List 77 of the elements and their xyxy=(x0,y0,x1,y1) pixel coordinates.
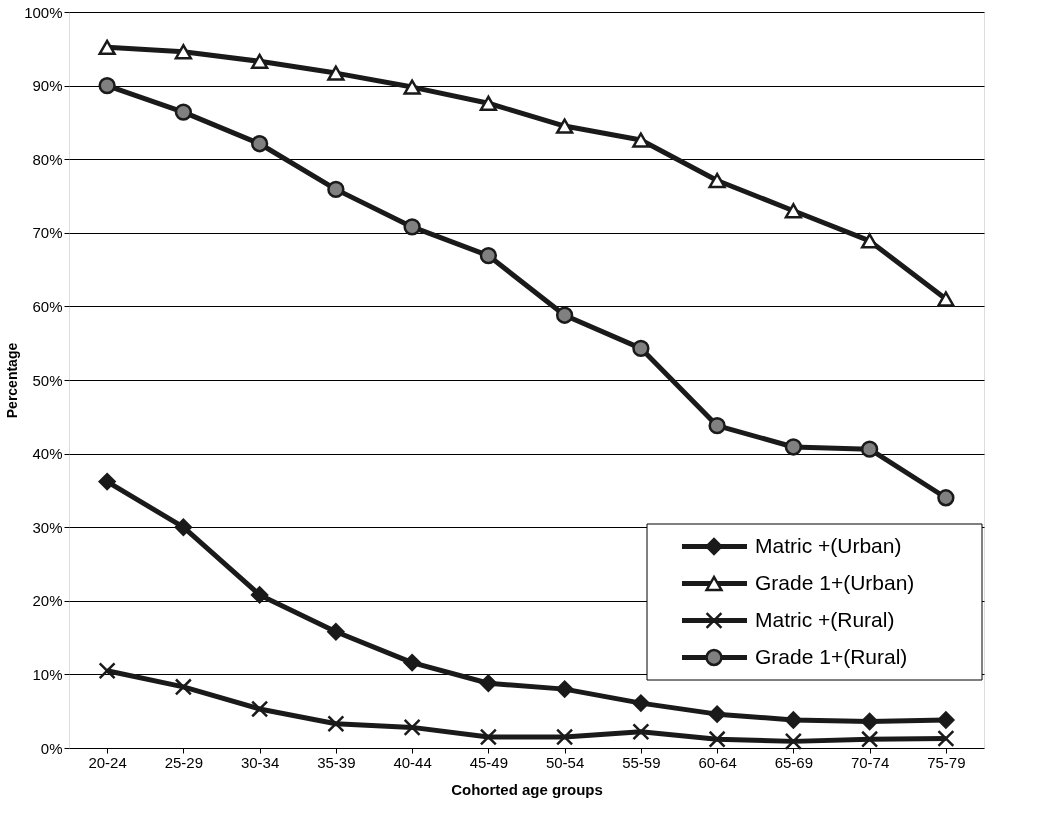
point xyxy=(708,705,726,723)
y-tick-label: 40% xyxy=(32,445,63,463)
x-tick-label: 70-74 xyxy=(850,753,890,771)
x-tick-label: 45-49 xyxy=(469,753,509,771)
legend-label: Grade 1+(Rural) xyxy=(755,644,908,668)
point xyxy=(403,218,421,236)
x-axis-title: Cohorted age groups xyxy=(451,780,603,798)
x-tick-label: 40-44 xyxy=(393,753,432,771)
legend-label: Matric +(Rural) xyxy=(755,607,895,631)
legend-label: Matric +(Urban) xyxy=(755,533,902,557)
y-tick-label: 60% xyxy=(32,297,63,315)
y-axis-title: Percentage xyxy=(4,342,21,419)
point xyxy=(174,678,193,696)
point xyxy=(784,438,803,456)
point xyxy=(860,712,879,731)
x-tick-label: 25-29 xyxy=(164,753,204,771)
x-tick-label: 30-34 xyxy=(240,753,280,771)
point xyxy=(403,718,421,737)
point xyxy=(98,39,116,55)
point xyxy=(784,203,803,219)
point xyxy=(98,472,116,491)
y-tick-label: 80% xyxy=(32,150,63,168)
point xyxy=(98,76,116,95)
y-tick-label: 0% xyxy=(40,739,63,757)
point xyxy=(327,180,345,199)
point xyxy=(98,662,116,680)
x-tick-label: 50-54 xyxy=(545,753,585,771)
y-tick-label: 10% xyxy=(32,665,63,683)
y-tick-label: 90% xyxy=(32,77,63,95)
point xyxy=(784,732,803,751)
y-tick-label: 70% xyxy=(32,224,63,242)
x-tick-label: 35-39 xyxy=(317,753,356,771)
point xyxy=(479,95,498,111)
point xyxy=(708,172,726,189)
y-tick-label: 50% xyxy=(32,371,63,389)
x-tick-label: 65-69 xyxy=(774,753,814,771)
point xyxy=(555,728,574,746)
point xyxy=(555,118,574,134)
point xyxy=(174,44,193,60)
point xyxy=(784,711,803,729)
point xyxy=(327,715,345,733)
point xyxy=(250,586,269,604)
point xyxy=(479,246,498,265)
point xyxy=(555,306,574,324)
point xyxy=(250,135,269,153)
point xyxy=(174,103,193,121)
point xyxy=(555,680,574,698)
point xyxy=(327,65,345,81)
x-tick-label: 75-79 xyxy=(927,753,966,771)
point xyxy=(250,700,269,718)
y-tick-label: 100% xyxy=(24,3,63,21)
x-tick-label: 60-64 xyxy=(698,753,737,771)
point xyxy=(479,674,498,692)
point xyxy=(632,694,650,712)
point xyxy=(403,79,421,95)
point xyxy=(632,723,650,741)
point xyxy=(479,728,498,746)
point xyxy=(632,339,650,357)
point xyxy=(327,623,345,641)
point xyxy=(860,730,879,748)
point xyxy=(632,132,650,148)
point xyxy=(708,416,726,435)
y-tick-label: 20% xyxy=(32,592,63,610)
point xyxy=(937,729,955,748)
point xyxy=(937,291,955,307)
point xyxy=(860,233,879,249)
point xyxy=(403,653,421,672)
point xyxy=(937,489,955,507)
legend-label: Grade 1+(Urban) xyxy=(755,570,915,594)
point xyxy=(708,730,726,748)
point xyxy=(860,440,879,458)
point xyxy=(174,518,193,536)
point xyxy=(250,53,269,69)
point xyxy=(937,711,955,729)
y-tick-label: 30% xyxy=(32,518,63,536)
x-tick-label: 20-24 xyxy=(88,753,127,771)
x-tick-label: 55-59 xyxy=(622,753,661,771)
